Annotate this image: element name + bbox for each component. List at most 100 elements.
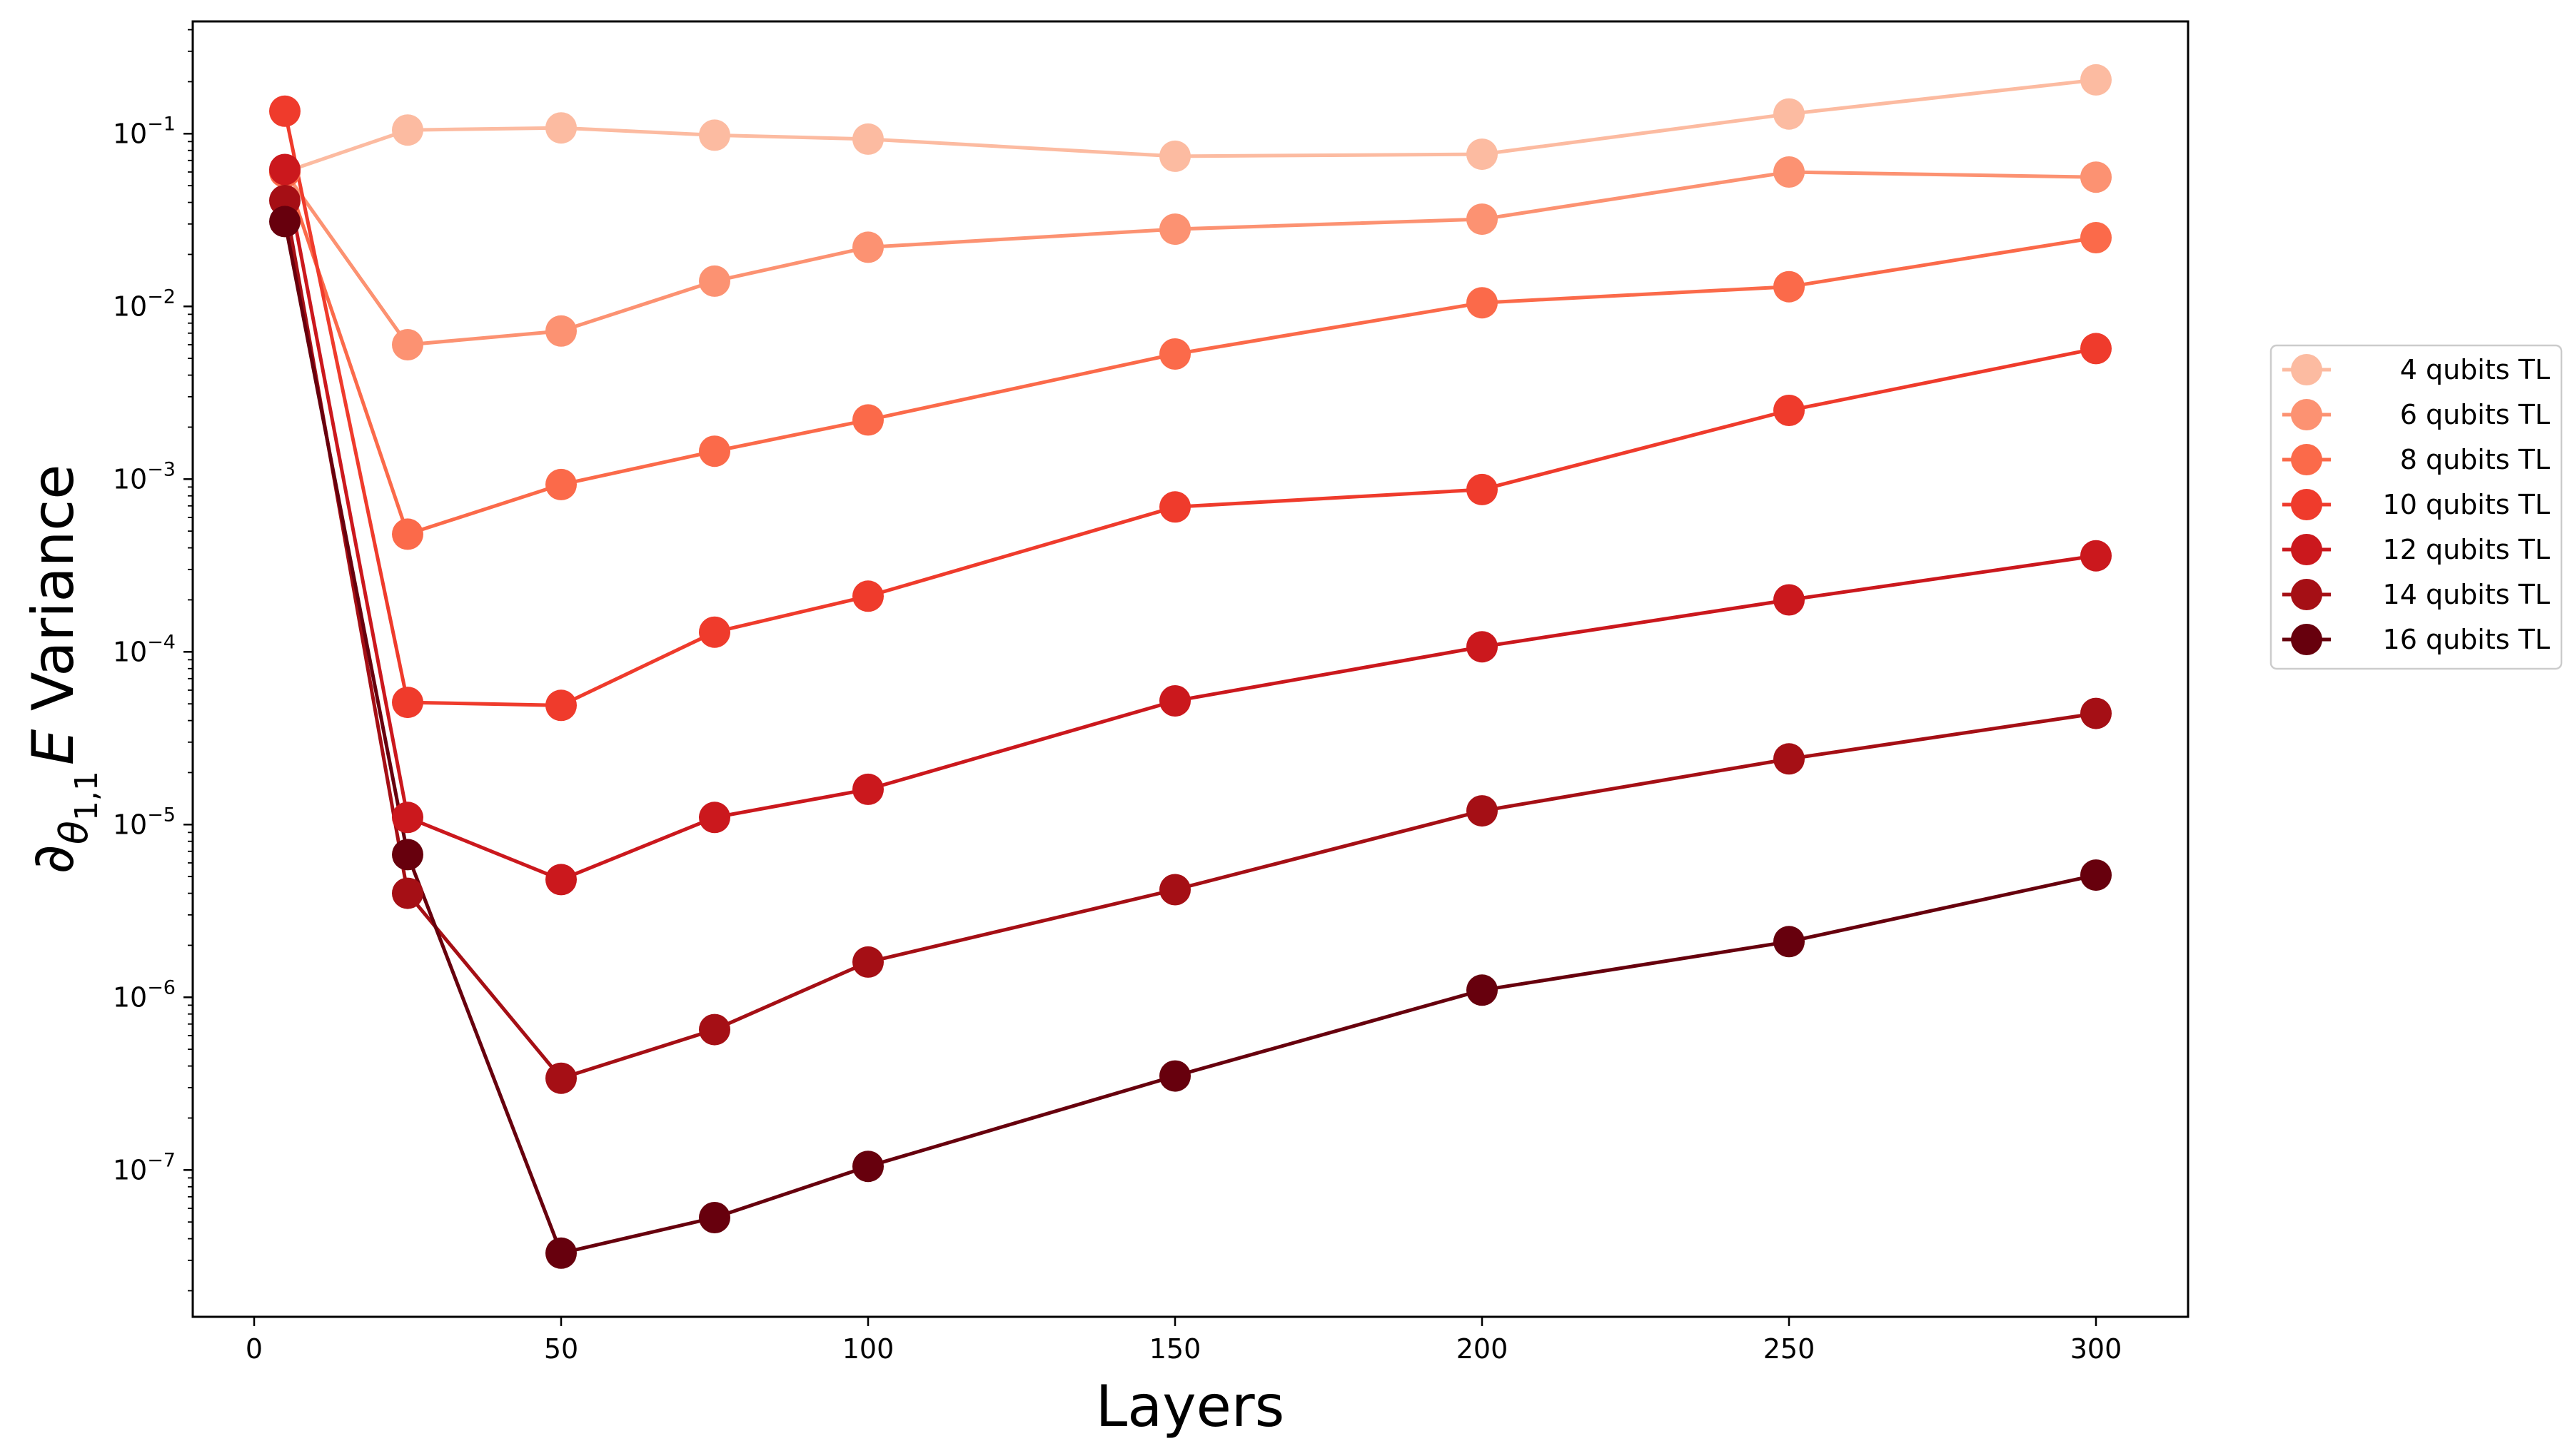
data-point-1-7 [1773, 156, 1805, 188]
data-point-2-6 [1466, 287, 1498, 319]
x-tick-label-0: 0 [246, 1333, 263, 1365]
data-point-1-1 [392, 329, 423, 360]
data-point-5-2 [545, 1062, 577, 1094]
data-point-3-8 [2080, 333, 2112, 365]
legend-marker-6 [2291, 624, 2322, 655]
data-point-4-1 [392, 802, 423, 834]
data-point-2-7 [1773, 271, 1805, 303]
x-tick-label-4: 200 [1456, 1333, 1508, 1365]
y-tick-label-5: 10−2 [113, 285, 176, 322]
data-point-3-1 [392, 687, 423, 719]
data-point-5-8 [2080, 697, 2112, 729]
data-point-1-5 [1159, 213, 1191, 246]
x-tick-label-1: 50 [544, 1333, 578, 1365]
data-point-0-6 [1466, 138, 1498, 171]
legend-label-6: 16 qubits TL [2383, 624, 2550, 655]
data-point-2-1 [392, 518, 423, 550]
data-point-2-3 [699, 435, 730, 467]
data-point-4-2 [545, 864, 577, 896]
data-point-3-3 [699, 616, 730, 648]
data-point-1-2 [545, 315, 577, 347]
data-point-5-3 [699, 1013, 730, 1046]
legend: 4 qubits TL 6 qubits TL 8 qubits TL 10 qubi… [2269, 344, 2563, 670]
data-point-3-4 [852, 580, 884, 612]
data-point-5-4 [852, 946, 884, 978]
data-point-6-6 [1466, 974, 1498, 1006]
y-tick-label-6: 10−1 [113, 113, 176, 149]
data-point-0-3 [699, 119, 730, 151]
data-point-2-2 [545, 468, 577, 500]
x-axis-label: Layers [1096, 1373, 1285, 1440]
data-point-1-4 [852, 231, 884, 263]
data-point-3-6 [1466, 473, 1498, 505]
data-point-5-5 [1159, 874, 1191, 906]
data-point-5-6 [1466, 795, 1498, 827]
x-axis-ticks: 0 50 100 150 200 250 300 [246, 1317, 2122, 1365]
legend-marker-3 [2291, 489, 2322, 520]
data-point-2-8 [2080, 222, 2112, 253]
y-axis-label-energy: E [20, 729, 86, 765]
data-point-6-0 [269, 206, 301, 238]
data-point-0-4 [852, 123, 884, 155]
data-point-6-4 [852, 1151, 884, 1183]
legend-label-3: 10 qubits TL [2383, 489, 2550, 520]
data-point-2-4 [852, 404, 884, 436]
series-markers [269, 64, 2112, 1269]
legend-box [2269, 344, 2563, 670]
data-point-1-8 [2080, 161, 2112, 193]
legend-marker-4 [2291, 534, 2322, 565]
legend-marker-2 [2291, 444, 2322, 475]
data-point-0-7 [1773, 98, 1805, 130]
data-point-6-8 [2080, 859, 2112, 891]
data-point-4-8 [2080, 540, 2112, 572]
data-point-0-1 [392, 114, 423, 146]
x-tick-label-2: 100 [842, 1333, 895, 1365]
data-point-1-6 [1466, 203, 1498, 236]
data-point-3-2 [545, 689, 577, 722]
data-point-6-1 [392, 839, 423, 871]
data-point-0-8 [2080, 64, 2112, 96]
data-point-0-2 [545, 112, 577, 144]
data-point-6-7 [1773, 926, 1805, 958]
data-point-3-7 [1773, 395, 1805, 426]
data-point-5-1 [392, 877, 423, 909]
legend-marker-1 [2291, 399, 2322, 430]
legend-label-5: 14 qubits TL [2383, 579, 2550, 610]
y-axis-ticks: 10−7 10−6 10−5 10−4 10−3 10−2 10−1 [113, 29, 193, 1292]
legend-label-4: 12 qubits TL [2383, 534, 2550, 565]
data-point-6-5 [1159, 1060, 1191, 1092]
data-point-4-3 [699, 802, 730, 834]
data-point-0-5 [1159, 140, 1191, 172]
y-axis-label-partial: ∂ [20, 844, 86, 874]
data-point-4-6 [1466, 631, 1498, 663]
data-point-1-3 [699, 265, 730, 297]
data-point-3-5 [1159, 491, 1191, 523]
x-tick-label-6: 300 [2070, 1333, 2122, 1365]
data-point-4-7 [1773, 584, 1805, 616]
legend-label-0: 4 qubits TL [2400, 354, 2550, 385]
legend-marker-0 [2291, 354, 2322, 385]
data-point-2-5 [1159, 338, 1191, 370]
y-axis-label-index: 1,1 [69, 771, 105, 821]
data-point-4-5 [1159, 685, 1191, 717]
y-tick-label-0: 10−7 [113, 1149, 176, 1185]
legend-label-1: 6 qubits TL [2400, 399, 2550, 430]
legend-marker-5 [2291, 579, 2322, 610]
y-tick-label-1: 10−6 [113, 976, 176, 1013]
data-point-4-0 [269, 153, 301, 186]
data-point-5-7 [1773, 743, 1805, 775]
legend-items: 4 qubits TL 6 qubits TL 8 qubits TL 10 qubi… [2282, 354, 2550, 655]
data-point-3-0 [269, 95, 301, 127]
y-tick-label-3: 10−4 [113, 631, 176, 667]
legend-label-2: 8 qubits TL [2400, 444, 2550, 475]
y-tick-label-4: 10−3 [113, 458, 176, 495]
y-axis-label-theta: θ [51, 821, 96, 844]
y-tick-label-2: 10−5 [113, 804, 176, 840]
y-axis-label-variance: Variance [20, 465, 86, 729]
data-point-4-4 [852, 773, 884, 805]
x-tick-label-5: 250 [1763, 1333, 1815, 1365]
y-axis-label: ∂θ1,1 E Variance [20, 465, 105, 874]
data-point-6-2 [545, 1237, 577, 1269]
